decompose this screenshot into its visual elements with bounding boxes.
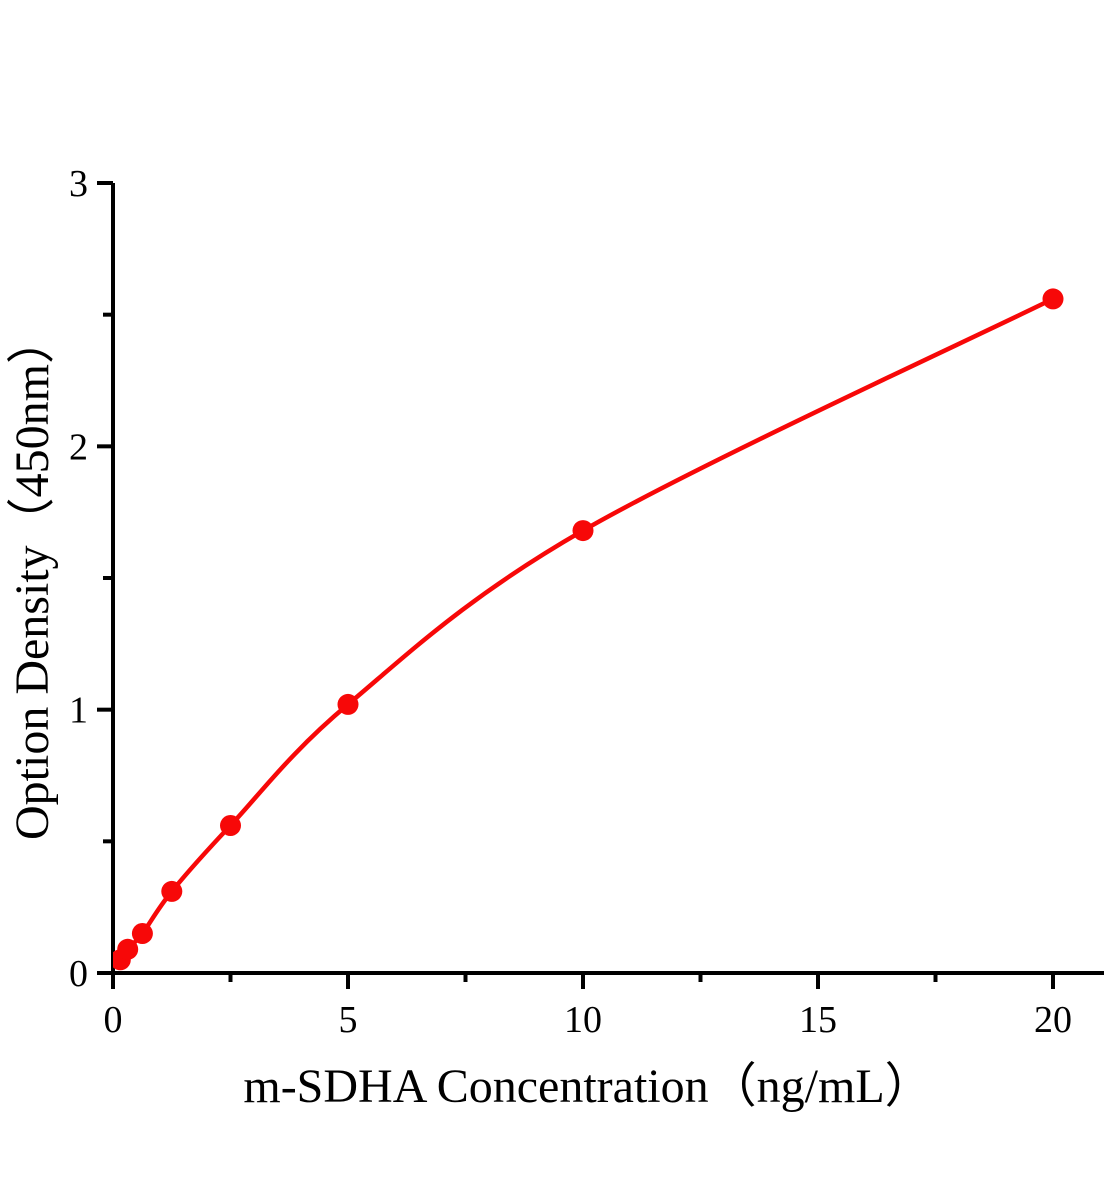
axes-spine xyxy=(111,183,1104,975)
y-tick-label: 2 xyxy=(69,426,88,468)
data-point-marker xyxy=(1042,288,1064,310)
x-tick-label: 10 xyxy=(564,999,602,1041)
data-point-marker xyxy=(161,880,183,902)
data-point-marker xyxy=(117,938,139,960)
x-axis-title: m-SDHA Concentration（ng/mL） xyxy=(243,1060,932,1113)
fitted-curve-line xyxy=(118,296,1054,962)
standard-curve-series xyxy=(113,288,1064,971)
x-tick-label: 15 xyxy=(799,999,837,1041)
x-tick-label: 0 xyxy=(104,999,123,1041)
plot-area: 0 5 10 15 20 0 1 2 3 xyxy=(69,163,1104,1041)
x-tick-label: 5 xyxy=(339,999,358,1041)
y-axis-title: Option Density（450nm） xyxy=(6,316,59,840)
y-tick-label: 1 xyxy=(69,690,88,732)
x-tick-label: 20 xyxy=(1034,999,1072,1041)
data-point-marker xyxy=(220,815,241,836)
y-tick-label: 3 xyxy=(69,163,88,205)
data-point-marker xyxy=(337,693,359,715)
data-point-marker xyxy=(572,520,594,542)
y-tick-label: 0 xyxy=(69,953,88,995)
data-point-marker xyxy=(131,923,153,944)
